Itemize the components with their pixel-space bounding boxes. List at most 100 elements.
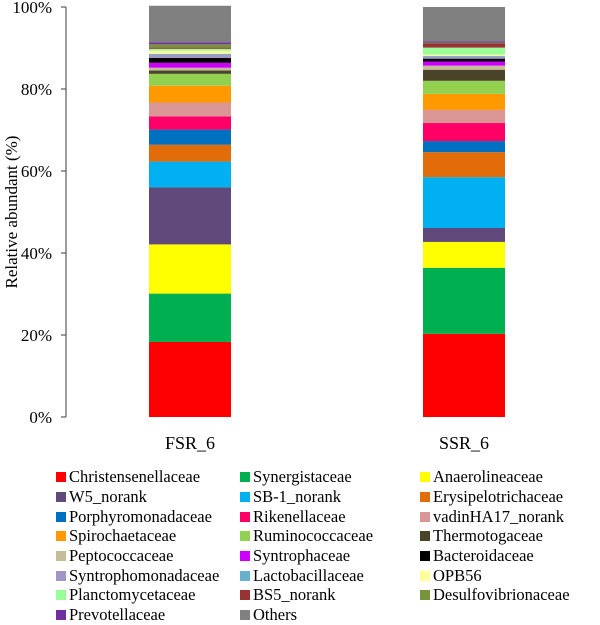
legend-item: SB-1_norank — [240, 487, 420, 507]
legend-item: Porphyromonadaceae — [56, 507, 240, 526]
legend-item: Synergistaceae — [240, 467, 420, 487]
bar-segment-fsr-6-syntrophomonadaceae — [149, 54, 231, 58]
bar-segment-fsr-6-bs5-norank — [149, 47, 231, 49]
bar-segment-ssr-6-desulfovibrionaceae — [423, 42, 505, 44]
bar-segment-ssr-6-bacteroidaceae — [423, 58, 505, 62]
legend-label: Erysipelotrichaceae — [433, 487, 564, 507]
bar-segment-ssr-6-bs5-norank — [423, 43, 505, 48]
bar-segment-ssr-6-christensenellaceae — [423, 333, 505, 417]
legend-label: Anaerolineaceae — [433, 467, 543, 487]
legend-swatch-icon — [56, 492, 66, 503]
bar-segment-fsr-6-anaerolineaceae — [149, 244, 231, 294]
legend-item: Desulfovibrionaceae — [420, 585, 600, 605]
y-tick-label: 60% — [21, 162, 52, 181]
legend-item: Spirochaetaceae — [56, 526, 240, 546]
legend-label: Peptococcaceae — [69, 546, 174, 566]
y-tick-label: 20% — [21, 326, 52, 345]
legend-label: Bacteroidaceae — [433, 546, 534, 566]
legend-label: vadinHA17_norank — [433, 506, 565, 526]
bar-segment-ssr-6-w5-norank — [423, 227, 505, 242]
legend-swatch-icon — [240, 531, 250, 542]
bar-segment-fsr-6-w5-norank — [149, 187, 231, 245]
legend-item: Bacteroidaceae — [420, 546, 600, 566]
bar-segment-ssr-6-ruminococcaceae — [423, 80, 505, 94]
legend-item: vadinHA17_norank — [420, 507, 600, 526]
bar-segment-fsr-6-rikenellaceae — [149, 116, 231, 130]
legend-label: Prevotellaceae — [69, 605, 166, 625]
legend-label: SB-1_norank — [253, 487, 341, 507]
legend-label: Rikenellaceae — [253, 506, 346, 526]
bar-segment-ssr-6-prevotellaceae — [423, 41, 505, 43]
legend-swatch-icon — [240, 472, 250, 483]
legend-swatch-icon — [240, 511, 250, 522]
legend-swatch-icon — [240, 610, 250, 621]
bar-segment-fsr-6-porphyromonadaceae — [149, 129, 231, 145]
bar-segment-ssr-6-rikenellaceae — [423, 123, 505, 142]
x-category-label: SSR_6 — [439, 433, 489, 453]
y-tick-label: 40% — [21, 244, 52, 263]
bar-segment-fsr-6-others — [149, 5, 231, 43]
bar-segment-fsr-6-christensenellaceae — [149, 341, 231, 417]
bar-segment-fsr-6-planctomycetaceae — [149, 48, 231, 51]
bar-segment-ssr-6-planctomycetaceae — [423, 47, 505, 55]
bar-segment-fsr-6-sb-1-norank — [149, 161, 231, 188]
legend-item: Planctomycetaceae — [56, 585, 240, 605]
legend-label: Syntrophaceae — [253, 546, 351, 566]
legend-item: Syntrophaceae — [240, 546, 420, 566]
legend-swatch-icon — [56, 610, 66, 621]
legend-swatch-icon — [240, 492, 250, 503]
legend-swatch-icon — [56, 531, 66, 542]
bar-segment-fsr-6-synergistaceae — [149, 293, 231, 342]
bar-segment-fsr-6-lactobacillaceae — [149, 53, 231, 55]
legend-swatch-icon — [420, 590, 430, 601]
legend-item: OPB56 — [420, 566, 600, 585]
bar-segment-ssr-6-spirochaetaceae — [423, 93, 505, 110]
y-tick-labels: 0% 20% 40% 60% 80% 100% — [12, 0, 52, 427]
legend-label: Lactobacillaceae — [253, 565, 364, 585]
legend-swatch-icon — [240, 590, 250, 601]
legend-item: Rikenellaceae — [240, 507, 420, 526]
legend-label: Others — [253, 605, 297, 625]
bar-segment-ssr-6-erysipelotrichaceae — [423, 152, 505, 178]
legend-label: Porphyromonadaceae — [69, 506, 212, 526]
legend-item: Others — [240, 605, 420, 625]
bar-segment-ssr-6-opb56 — [423, 54, 505, 56]
legend-swatch-icon — [420, 570, 430, 581]
bar-segment-fsr-6-bacteroidaceae — [149, 57, 231, 63]
legend-swatch-icon — [56, 570, 66, 581]
legend-label: BS5_norank — [253, 585, 336, 605]
legend-item: BS5_norank — [240, 585, 420, 605]
bar-segment-fsr-6-erysipelotrichaceae — [149, 144, 231, 162]
y-tick-label: 0% — [29, 408, 52, 427]
legend-item: W5_norank — [56, 487, 240, 507]
bar-segment-ssr-6-peptococcaceae — [423, 65, 505, 70]
bar-segment-fsr-6-peptococcaceae — [149, 67, 231, 71]
y-axis — [61, 6, 67, 418]
bar-segment-fsr-6-desulfovibrionaceae — [149, 44, 231, 48]
legend-item: Prevotellaceae — [56, 605, 240, 625]
bar-segment-fsr-6-spirochaetaceae — [149, 85, 231, 103]
legend-swatch-icon — [420, 511, 430, 522]
bar-segment-ssr-6-syntrophomonadaceae — [423, 56, 505, 59]
legend-label: Christensenellaceae — [69, 467, 201, 487]
legend-swatch-icon — [420, 492, 430, 503]
bar-segment-ssr-6-synergistaceae — [423, 267, 505, 334]
x-category-label: FSR_6 — [165, 433, 215, 453]
legend-label: Ruminococcaceae — [253, 526, 374, 546]
legend-item: Peptococcaceae — [56, 546, 240, 566]
legend: Christensenellaceae Synergistaceae Anaerol… — [56, 467, 600, 625]
legend-label: Thermotogaceae — [433, 526, 543, 546]
bar-segment-ssr-6-vadinha17-norank — [423, 109, 505, 124]
legend-label: Syntrophomonadaceae — [69, 565, 220, 585]
legend-swatch-icon — [240, 570, 250, 581]
bar-segment-fsr-6-thermotogaceae — [149, 70, 231, 74]
legend-item: Anaerolineaceae — [420, 467, 600, 487]
y-axis-title: Relative abundant (%) — [2, 136, 21, 289]
legend-item: Christensenellaceae — [56, 467, 240, 487]
legend-label: OPB56 — [433, 565, 482, 585]
y-tick-label: 80% — [21, 80, 52, 99]
legend-swatch-icon — [56, 551, 66, 562]
legend-label: Desulfovibrionaceae — [433, 585, 570, 605]
legend-swatch-icon — [420, 551, 430, 562]
bar-segment-fsr-6-syntrophaceae — [149, 62, 231, 68]
